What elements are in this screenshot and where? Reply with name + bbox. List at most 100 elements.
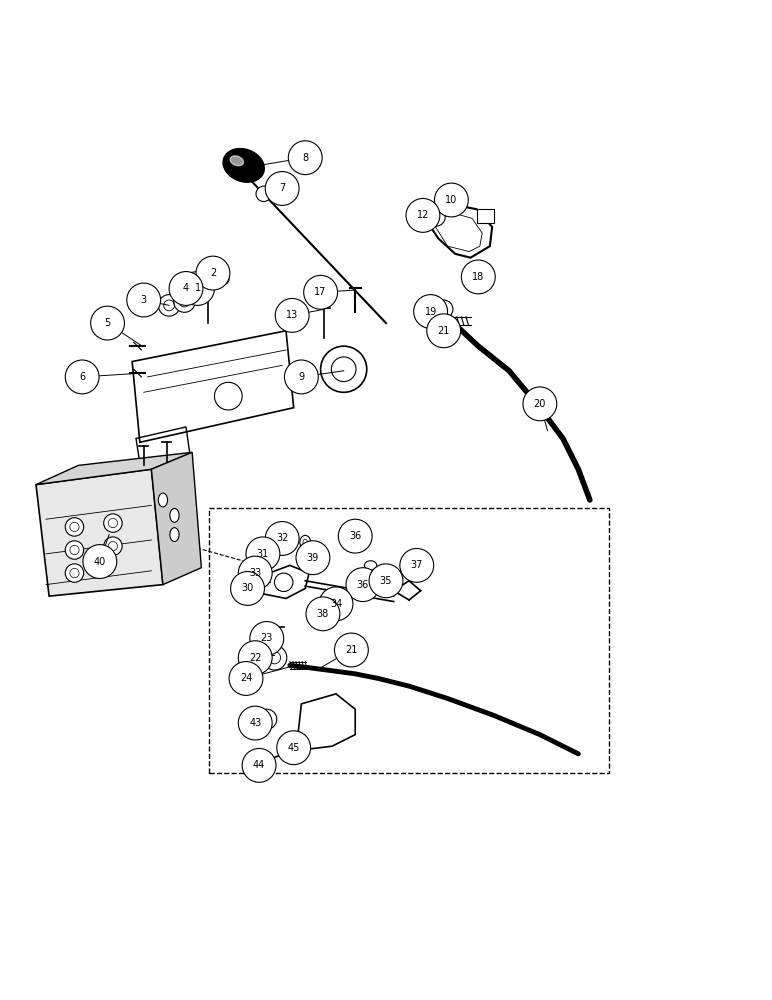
Text: 32: 32 (276, 533, 289, 543)
Text: 4: 4 (183, 283, 189, 293)
Circle shape (275, 573, 293, 592)
Text: 39: 39 (306, 553, 319, 563)
Ellipse shape (364, 561, 377, 570)
Circle shape (158, 295, 180, 316)
Text: 17: 17 (314, 287, 327, 297)
Circle shape (523, 387, 557, 421)
Circle shape (284, 360, 318, 394)
Circle shape (334, 633, 368, 667)
Ellipse shape (378, 574, 391, 583)
Circle shape (103, 514, 122, 532)
Circle shape (66, 360, 99, 394)
Circle shape (127, 283, 161, 317)
Circle shape (239, 556, 273, 590)
Circle shape (406, 198, 440, 232)
Circle shape (435, 300, 453, 318)
Circle shape (414, 295, 448, 328)
Text: 38: 38 (317, 609, 329, 619)
Ellipse shape (158, 493, 168, 507)
Circle shape (303, 275, 337, 309)
Circle shape (66, 541, 83, 559)
Ellipse shape (258, 543, 269, 557)
Circle shape (242, 748, 276, 782)
Text: 12: 12 (417, 210, 429, 220)
Circle shape (296, 541, 330, 575)
Ellipse shape (353, 572, 365, 582)
Text: 5: 5 (104, 318, 110, 328)
Circle shape (174, 291, 195, 312)
Circle shape (435, 183, 469, 217)
Polygon shape (36, 469, 163, 596)
Circle shape (462, 260, 495, 294)
Ellipse shape (212, 273, 229, 285)
Circle shape (66, 518, 83, 536)
Circle shape (246, 537, 279, 571)
Circle shape (256, 186, 272, 202)
Text: 3: 3 (141, 295, 147, 305)
Text: 34: 34 (330, 599, 342, 609)
Circle shape (250, 622, 283, 655)
Text: 36: 36 (349, 531, 361, 541)
Text: 8: 8 (302, 153, 308, 163)
Text: 31: 31 (257, 549, 269, 559)
Bar (477, 209, 493, 223)
Circle shape (239, 641, 273, 675)
Circle shape (276, 298, 309, 332)
Circle shape (277, 731, 310, 765)
Text: 21: 21 (345, 645, 357, 655)
Text: 21: 21 (438, 326, 450, 336)
Circle shape (83, 545, 117, 578)
Circle shape (257, 709, 277, 729)
Text: 2: 2 (210, 268, 216, 278)
Text: 24: 24 (240, 673, 252, 683)
Circle shape (229, 662, 263, 695)
Ellipse shape (260, 756, 273, 765)
Circle shape (169, 272, 203, 305)
Circle shape (306, 597, 340, 631)
Text: 6: 6 (79, 372, 85, 382)
Text: 33: 33 (249, 568, 262, 578)
Ellipse shape (296, 738, 306, 750)
Text: 43: 43 (249, 718, 262, 728)
Text: 7: 7 (279, 183, 286, 193)
Circle shape (262, 645, 286, 670)
Text: 9: 9 (298, 372, 304, 382)
Bar (209, 508, 609, 773)
Ellipse shape (170, 528, 179, 542)
Circle shape (103, 537, 122, 555)
Text: 10: 10 (445, 195, 458, 205)
Circle shape (369, 564, 403, 598)
Text: 19: 19 (425, 307, 437, 317)
Text: 45: 45 (287, 743, 300, 753)
Circle shape (288, 141, 322, 175)
Ellipse shape (273, 539, 283, 553)
Ellipse shape (230, 156, 243, 166)
Text: 18: 18 (472, 272, 485, 282)
Circle shape (319, 587, 353, 621)
Ellipse shape (300, 535, 310, 549)
Text: 44: 44 (253, 760, 266, 770)
Circle shape (266, 172, 299, 205)
Polygon shape (36, 452, 192, 485)
Circle shape (231, 572, 265, 605)
Polygon shape (151, 452, 201, 585)
Circle shape (66, 564, 83, 582)
Text: 1: 1 (195, 283, 201, 293)
Circle shape (181, 272, 215, 305)
Text: 22: 22 (249, 653, 262, 663)
Text: 35: 35 (380, 576, 392, 586)
Ellipse shape (223, 149, 264, 182)
Text: 13: 13 (286, 310, 298, 320)
Ellipse shape (299, 741, 303, 747)
Circle shape (320, 346, 367, 392)
Polygon shape (477, 265, 491, 275)
Ellipse shape (170, 508, 179, 522)
Circle shape (338, 519, 372, 553)
Text: 36: 36 (357, 580, 369, 590)
Circle shape (90, 306, 124, 340)
Circle shape (239, 706, 273, 740)
Circle shape (400, 548, 434, 582)
Circle shape (427, 314, 461, 348)
Circle shape (346, 568, 380, 602)
Text: 20: 20 (533, 399, 546, 409)
